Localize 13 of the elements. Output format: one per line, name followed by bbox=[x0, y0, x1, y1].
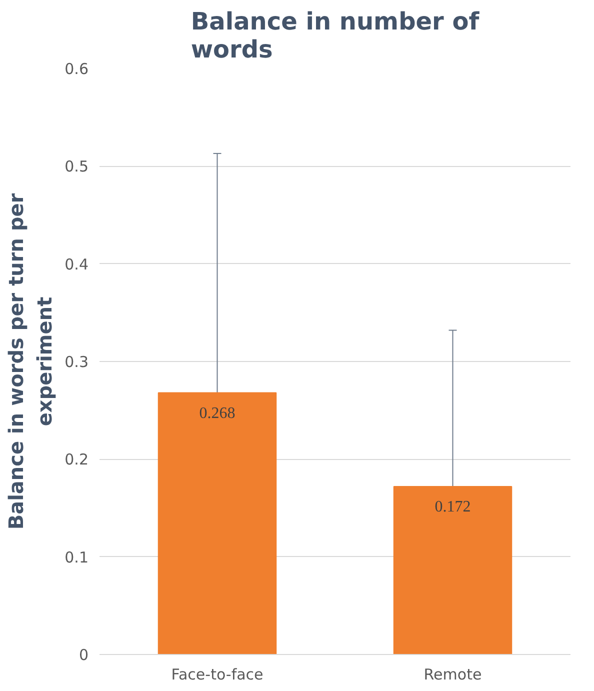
data-label: 0.172 bbox=[434, 498, 471, 516]
y-tick-label: 0.1 bbox=[64, 548, 89, 566]
y-tick-label: 0 bbox=[78, 646, 89, 664]
y-tick-label: 0.3 bbox=[64, 353, 89, 371]
chart-title: Balance in number of words bbox=[190, 8, 480, 64]
x-tick-label: Remote bbox=[424, 666, 482, 684]
y-tick-label: 0.5 bbox=[64, 158, 89, 176]
data-label: 0.268 bbox=[199, 404, 236, 422]
y-tick-label: 0.6 bbox=[64, 60, 89, 78]
y-tick-label: 0.2 bbox=[64, 450, 89, 469]
y-axis-title: Balance in words per turn per experiment bbox=[4, 193, 57, 530]
x-tick-label: Face-to-face bbox=[171, 666, 264, 684]
y-tick-label: 0.4 bbox=[64, 255, 89, 274]
